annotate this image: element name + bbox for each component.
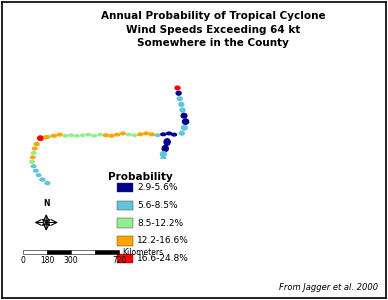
Ellipse shape [155, 134, 160, 136]
Ellipse shape [160, 157, 166, 162]
Ellipse shape [57, 133, 62, 136]
Ellipse shape [149, 133, 154, 136]
Ellipse shape [180, 108, 185, 112]
Ellipse shape [144, 132, 149, 135]
Ellipse shape [134, 213, 139, 216]
Ellipse shape [132, 134, 137, 136]
Ellipse shape [34, 142, 39, 146]
Text: Annual Probability of Tropical Cyclone
Wind Speeds Exceeding 64 kt
Somewhere in : Annual Probability of Tropical Cyclone W… [101, 11, 326, 48]
Ellipse shape [176, 91, 181, 95]
Ellipse shape [31, 156, 35, 159]
Ellipse shape [166, 172, 173, 180]
Ellipse shape [177, 97, 182, 101]
Ellipse shape [98, 134, 102, 136]
Ellipse shape [92, 135, 97, 137]
Text: 5.6-8.5%: 5.6-8.5% [137, 201, 178, 210]
Ellipse shape [169, 180, 177, 188]
Ellipse shape [31, 165, 36, 168]
Text: 16.6-24.8%: 16.6-24.8% [137, 254, 189, 263]
Ellipse shape [109, 134, 114, 137]
Ellipse shape [177, 202, 182, 206]
Ellipse shape [121, 132, 125, 135]
Text: Kilometers: Kilometers [122, 248, 163, 256]
Text: 180: 180 [40, 256, 54, 266]
Text: From Jagger et al. 2000: From Jagger et al. 2000 [279, 283, 378, 292]
Bar [47, 250, 71, 254]
Ellipse shape [173, 188, 180, 196]
Ellipse shape [161, 163, 167, 168]
Ellipse shape [181, 113, 187, 118]
Ellipse shape [179, 103, 184, 106]
Bar [23, 250, 47, 254]
Ellipse shape [150, 209, 155, 213]
Ellipse shape [86, 134, 91, 136]
FancyBboxPatch shape [109, 159, 225, 280]
Ellipse shape [182, 119, 189, 124]
Ellipse shape [75, 135, 79, 137]
Bar [117, 183, 133, 192]
Ellipse shape [182, 126, 187, 130]
Ellipse shape [44, 136, 49, 139]
Ellipse shape [128, 214, 133, 217]
Ellipse shape [179, 131, 184, 135]
Ellipse shape [171, 196, 178, 202]
Ellipse shape [81, 134, 85, 136]
Ellipse shape [33, 169, 38, 172]
Ellipse shape [166, 205, 172, 209]
Ellipse shape [172, 203, 178, 208]
Ellipse shape [166, 132, 171, 135]
Ellipse shape [145, 210, 150, 214]
Ellipse shape [45, 135, 51, 138]
Bar [117, 201, 133, 210]
Text: Probability: Probability [108, 172, 173, 182]
Text: N: N [43, 199, 50, 208]
Bar [71, 250, 95, 254]
Ellipse shape [171, 133, 177, 136]
Bar [117, 218, 133, 228]
Bar [117, 254, 133, 263]
Text: 8.5-12.2%: 8.5-12.2% [137, 219, 183, 228]
Ellipse shape [139, 212, 144, 215]
Ellipse shape [175, 86, 180, 90]
Ellipse shape [163, 168, 169, 173]
Text: 720: 720 [112, 256, 126, 266]
Text: 12.2-16.6%: 12.2-16.6% [137, 236, 189, 245]
Ellipse shape [104, 134, 108, 136]
Ellipse shape [63, 135, 68, 137]
Text: 2.9-5.6%: 2.9-5.6% [137, 183, 178, 192]
Ellipse shape [40, 178, 45, 181]
Ellipse shape [164, 139, 170, 145]
Ellipse shape [31, 152, 36, 154]
Ellipse shape [45, 182, 50, 184]
Ellipse shape [69, 134, 73, 136]
Bar [117, 236, 133, 246]
Ellipse shape [138, 133, 143, 136]
Ellipse shape [160, 152, 166, 157]
Ellipse shape [33, 147, 37, 150]
Text: 300: 300 [64, 256, 78, 266]
Ellipse shape [38, 136, 43, 140]
Ellipse shape [161, 207, 166, 210]
Ellipse shape [161, 133, 166, 136]
Ellipse shape [126, 134, 131, 136]
Ellipse shape [162, 146, 168, 152]
Text: 0: 0 [21, 256, 26, 266]
Bar [95, 250, 119, 254]
Ellipse shape [156, 208, 160, 211]
Ellipse shape [30, 160, 34, 163]
Ellipse shape [115, 133, 120, 136]
Ellipse shape [51, 134, 56, 137]
Ellipse shape [36, 174, 41, 176]
